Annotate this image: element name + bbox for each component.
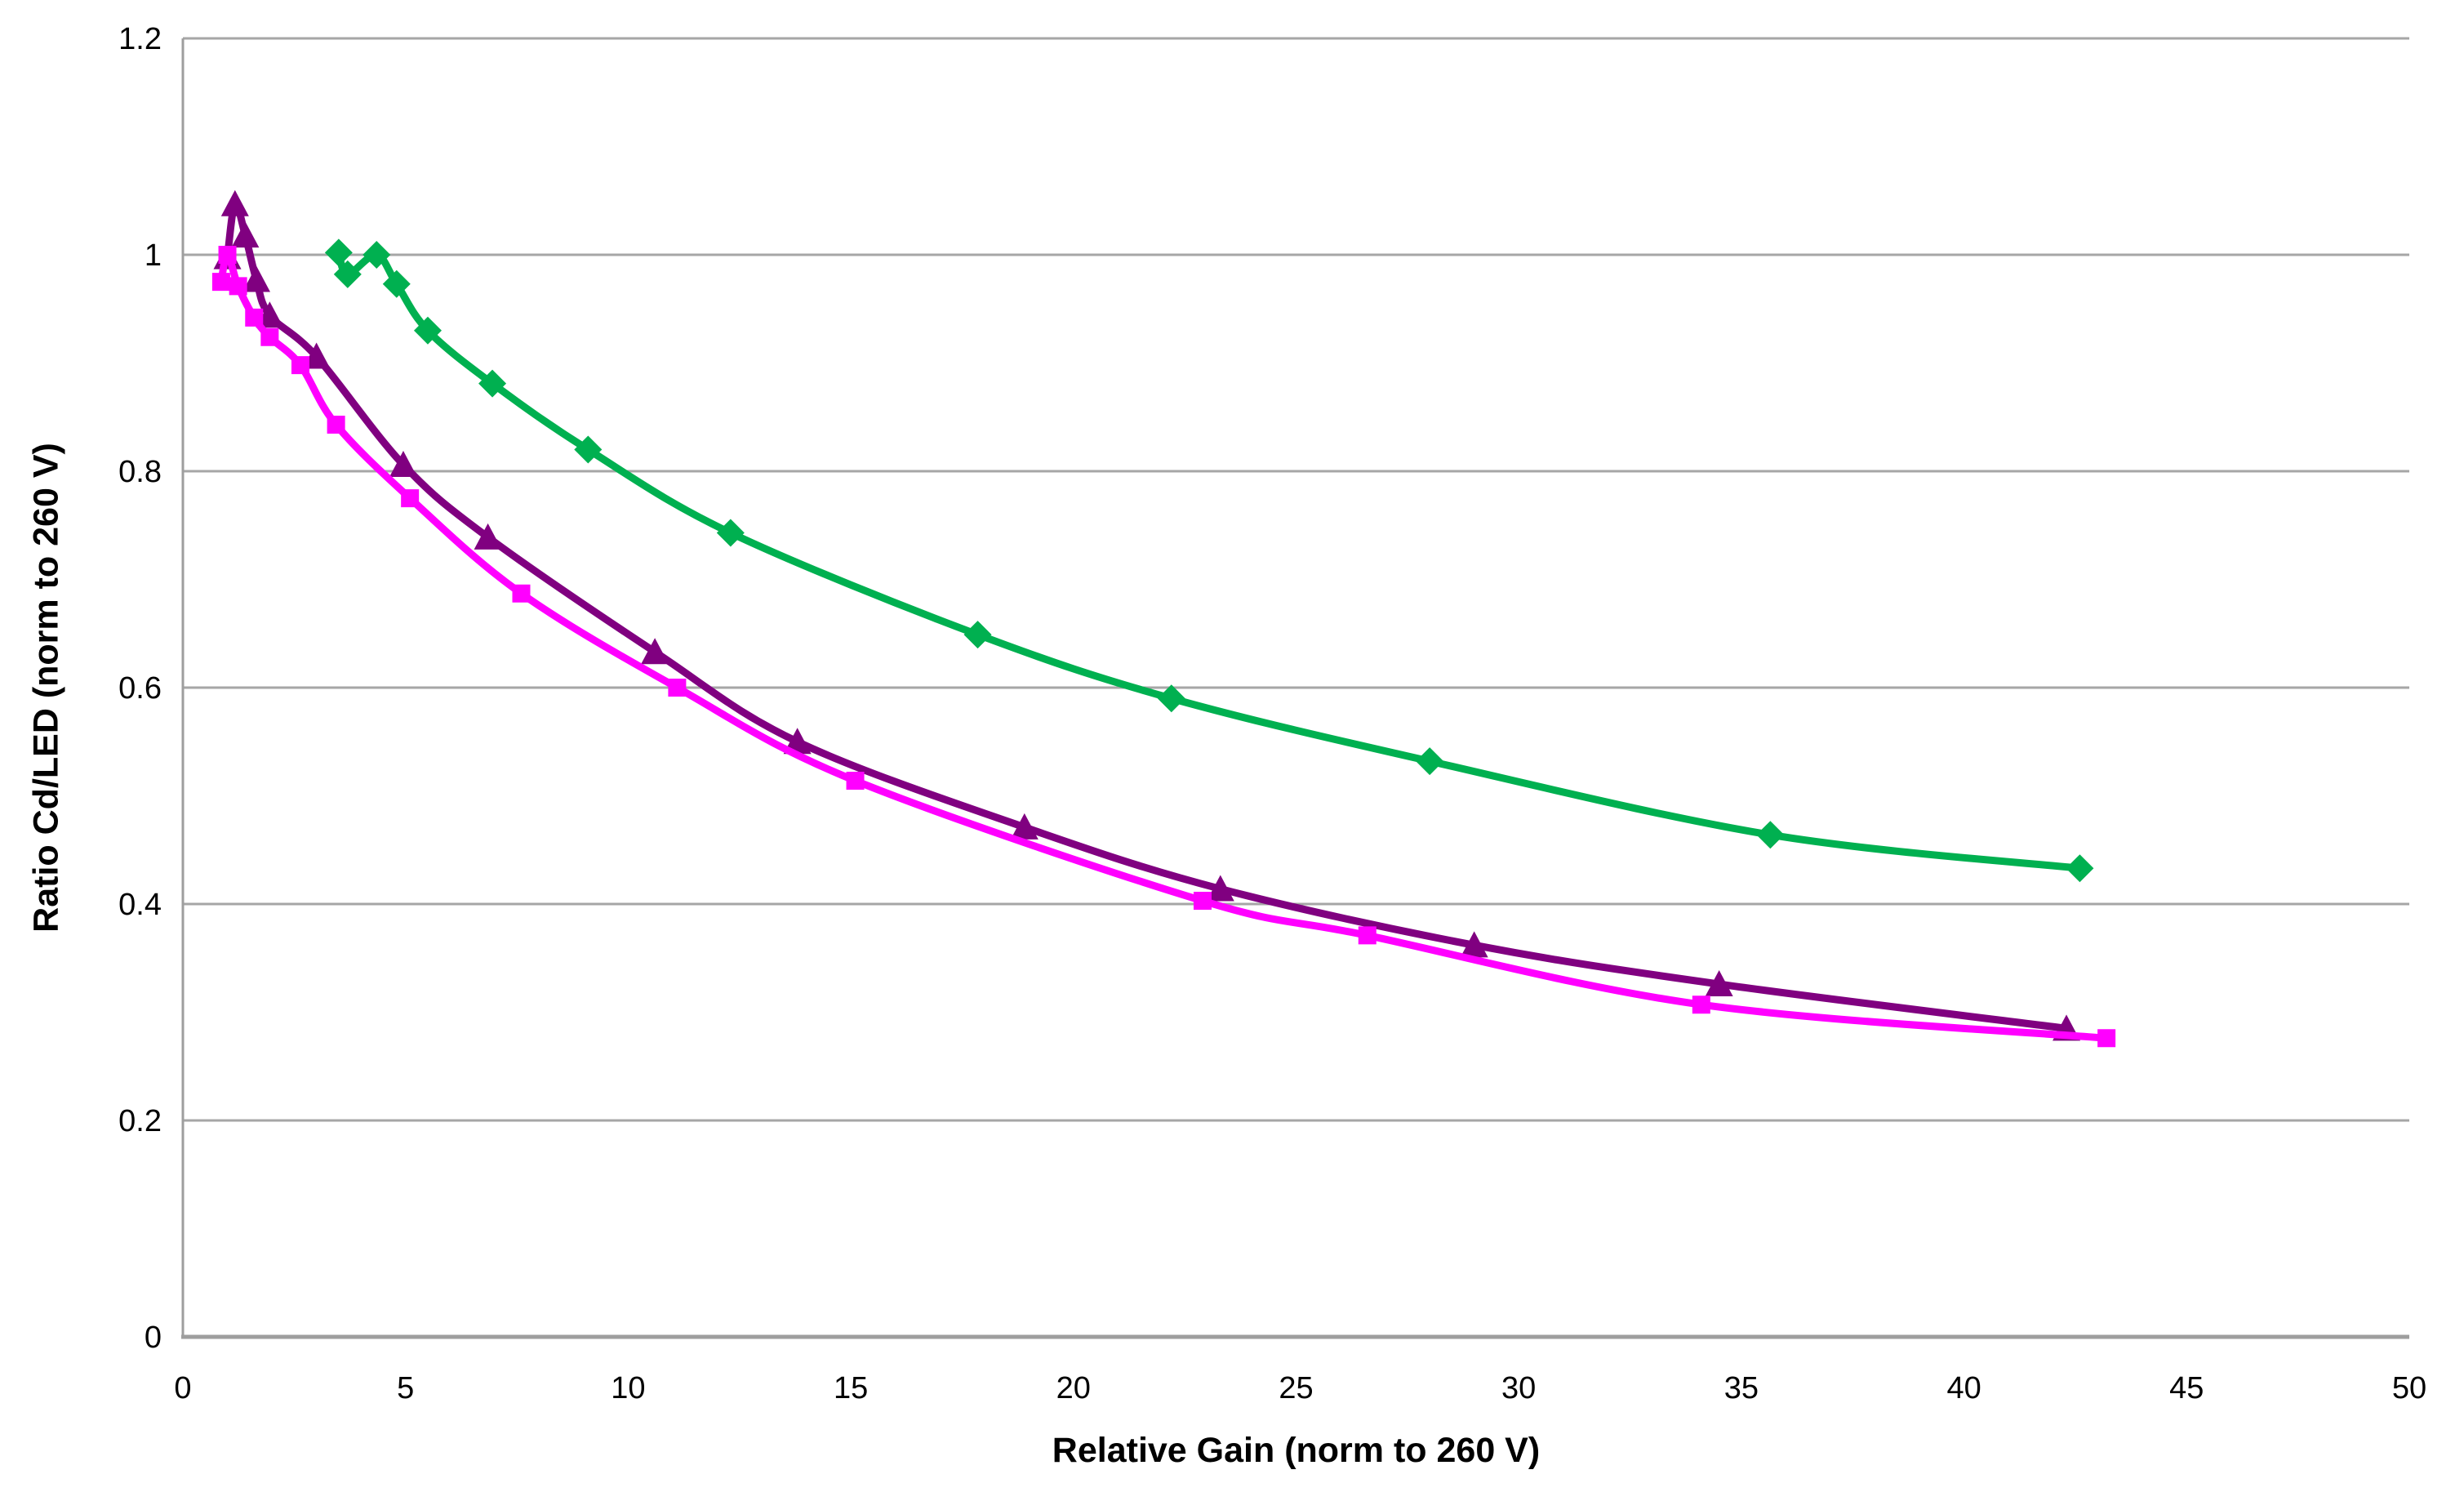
y-axis-title: Ratio Cd/LED (norm to 260 V) bbox=[26, 443, 66, 933]
x-axis-title: Relative Gain (norm to 260 V) bbox=[1052, 1431, 1541, 1470]
series-green-diamond-marker bbox=[333, 260, 362, 288]
y-tick-label: 0.8 bbox=[118, 455, 162, 489]
series-magenta-square-marker bbox=[229, 277, 247, 296]
x-tick-label: 30 bbox=[1501, 1371, 1536, 1405]
x-tick-label: 35 bbox=[1724, 1371, 1759, 1405]
series-green-diamond-marker bbox=[716, 519, 745, 547]
x-tick-label: 15 bbox=[834, 1371, 868, 1405]
x-tick-label: 10 bbox=[611, 1371, 645, 1405]
series-purple-triangle-marker bbox=[1705, 970, 1733, 997]
y-tick-label: 1 bbox=[145, 238, 162, 273]
series-magenta-square-marker bbox=[1692, 995, 1710, 1014]
series-magenta-square-marker bbox=[327, 416, 345, 434]
series-magenta-square-marker bbox=[291, 356, 309, 375]
series-green-diamond-marker bbox=[362, 241, 391, 269]
y-tick-label: 0.2 bbox=[118, 1104, 162, 1138]
series-magenta-square-marker bbox=[2097, 1029, 2116, 1048]
series-magenta-square-marker bbox=[211, 273, 230, 292]
series-magenta-square-marker bbox=[260, 327, 279, 346]
y-tick-label: 0 bbox=[145, 1321, 162, 1355]
series-green-diamond-marker bbox=[478, 369, 507, 398]
x-tick-label: 25 bbox=[1279, 1371, 1313, 1405]
series-green-diamond-marker bbox=[324, 238, 353, 267]
series-magenta-square-line bbox=[217, 251, 2110, 1042]
series-magenta-square-marker bbox=[1193, 892, 1212, 911]
y-tick-label: 1.2 bbox=[118, 22, 162, 56]
series-purple-triangle-marker bbox=[1010, 813, 1039, 840]
x-tick-label: 40 bbox=[1946, 1371, 1981, 1405]
y-tick-label: 0.4 bbox=[118, 888, 162, 922]
series-purple-triangle-marker bbox=[242, 265, 270, 292]
series-magenta-square-marker bbox=[401, 489, 420, 508]
series-purple-triangle-marker bbox=[231, 221, 260, 248]
series-green-diamond-marker bbox=[1416, 747, 1444, 776]
series-purple-triangle-marker bbox=[474, 523, 502, 550]
series-magenta-square-marker bbox=[668, 679, 687, 697]
series-purple-triangle-marker bbox=[389, 451, 417, 478]
y-tick-label: 0.6 bbox=[118, 671, 162, 706]
series-magenta-square-marker bbox=[245, 308, 264, 327]
series-green-diamond-marker bbox=[1157, 684, 1185, 713]
series-purple-triangle-marker bbox=[302, 342, 331, 369]
series-purple-triangle-marker bbox=[220, 189, 249, 216]
series-green-diamond-line bbox=[335, 248, 2084, 872]
series-purple-triangle-marker bbox=[641, 638, 669, 665]
x-tick-label: 0 bbox=[174, 1371, 191, 1405]
x-tick-label: 50 bbox=[2392, 1371, 2426, 1405]
series-green-diamond-marker bbox=[2066, 854, 2094, 883]
x-tick-label: 45 bbox=[2169, 1371, 2204, 1405]
series-magenta-square-marker bbox=[218, 246, 237, 264]
series-green-diamond-marker bbox=[382, 269, 411, 298]
series-purple-triangle-marker bbox=[1206, 875, 1234, 902]
series-magenta-square-marker bbox=[846, 771, 865, 790]
series-purple-triangle-marker bbox=[1460, 931, 1488, 958]
series-green-diamond-marker bbox=[963, 621, 992, 649]
series-purple-triangle-marker bbox=[783, 728, 812, 755]
series-green-diamond-marker bbox=[1756, 821, 1785, 849]
series-purple-triangle-line bbox=[224, 199, 2070, 1032]
series-magenta-square-marker bbox=[1358, 926, 1377, 945]
x-tick-label: 20 bbox=[1056, 1371, 1091, 1405]
series-green-diamond-marker bbox=[574, 435, 603, 464]
series-green-diamond-marker bbox=[413, 316, 442, 345]
series-magenta-square-marker bbox=[512, 584, 531, 603]
x-tick-label: 5 bbox=[397, 1371, 414, 1405]
